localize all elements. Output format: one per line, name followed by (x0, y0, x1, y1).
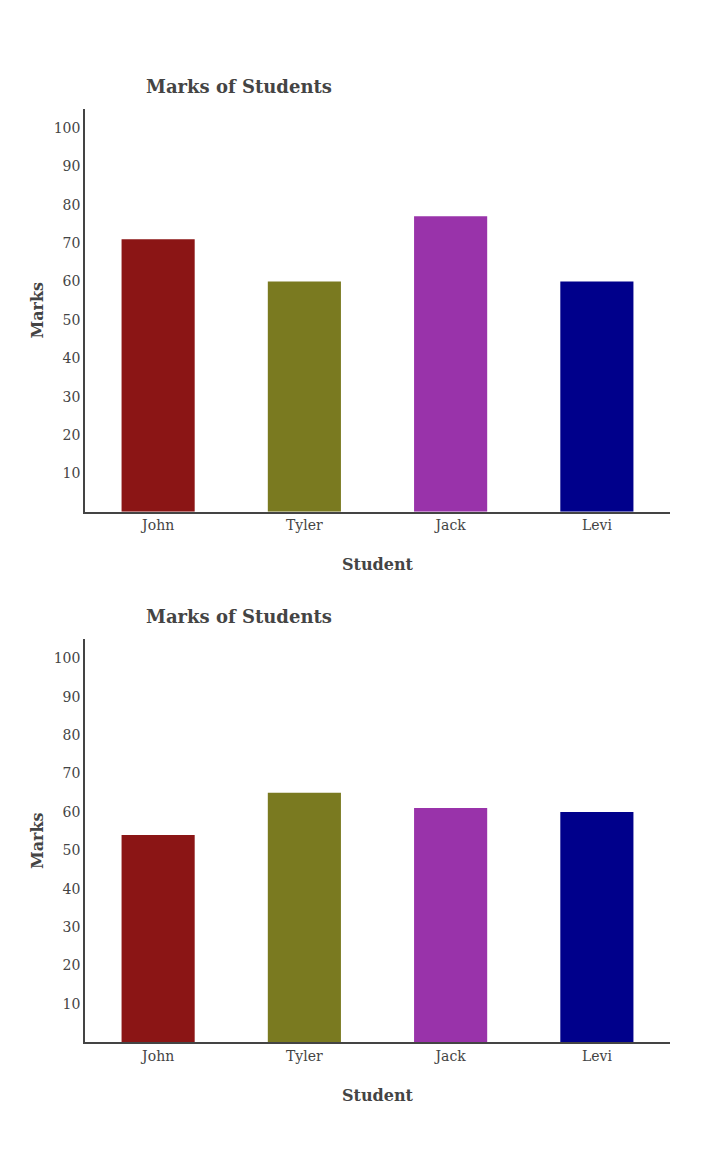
svg-text:10: 10 (63, 465, 81, 481)
svg-text:100: 100 (54, 650, 81, 666)
svg-text:20: 20 (63, 957, 81, 973)
svg-text:Marks: Marks (28, 282, 47, 339)
svg-text:Tyler: Tyler (286, 517, 323, 533)
svg-text:Marks: Marks (28, 812, 47, 869)
svg-text:Student: Student (342, 1086, 414, 1105)
svg-text:70: 70 (63, 765, 81, 781)
svg-text:Jack: Jack (433, 1048, 466, 1064)
svg-text:80: 80 (63, 727, 81, 743)
svg-text:60: 60 (63, 273, 81, 289)
svg-text:50: 50 (63, 312, 81, 328)
svg-text:60: 60 (63, 804, 81, 820)
svg-text:90: 90 (63, 689, 81, 705)
svg-text:30: 30 (63, 389, 81, 405)
svg-text:90: 90 (63, 158, 81, 174)
svg-text:Student: Student (342, 555, 414, 574)
svg-text:10: 10 (63, 996, 81, 1012)
svg-text:40: 40 (63, 881, 81, 897)
svg-text:100: 100 (54, 120, 81, 136)
svg-text:20: 20 (63, 427, 81, 443)
svg-text:John: John (140, 517, 174, 533)
svg-text:Jack: Jack (433, 517, 466, 533)
svg-text:John: John (140, 1048, 174, 1064)
svg-text:40: 40 (63, 350, 81, 366)
svg-text:Levi: Levi (582, 1048, 612, 1064)
svg-text:80: 80 (63, 197, 81, 213)
svg-text:Marks of Students: Marks of Students (146, 76, 332, 97)
svg-text:50: 50 (63, 842, 81, 858)
svg-text:Marks of Students: Marks of Students (146, 606, 332, 627)
svg-text:Levi: Levi (582, 517, 612, 533)
svg-text:Tyler: Tyler (286, 1048, 323, 1064)
svg-text:70: 70 (63, 235, 81, 251)
svg-text:30: 30 (63, 919, 81, 935)
